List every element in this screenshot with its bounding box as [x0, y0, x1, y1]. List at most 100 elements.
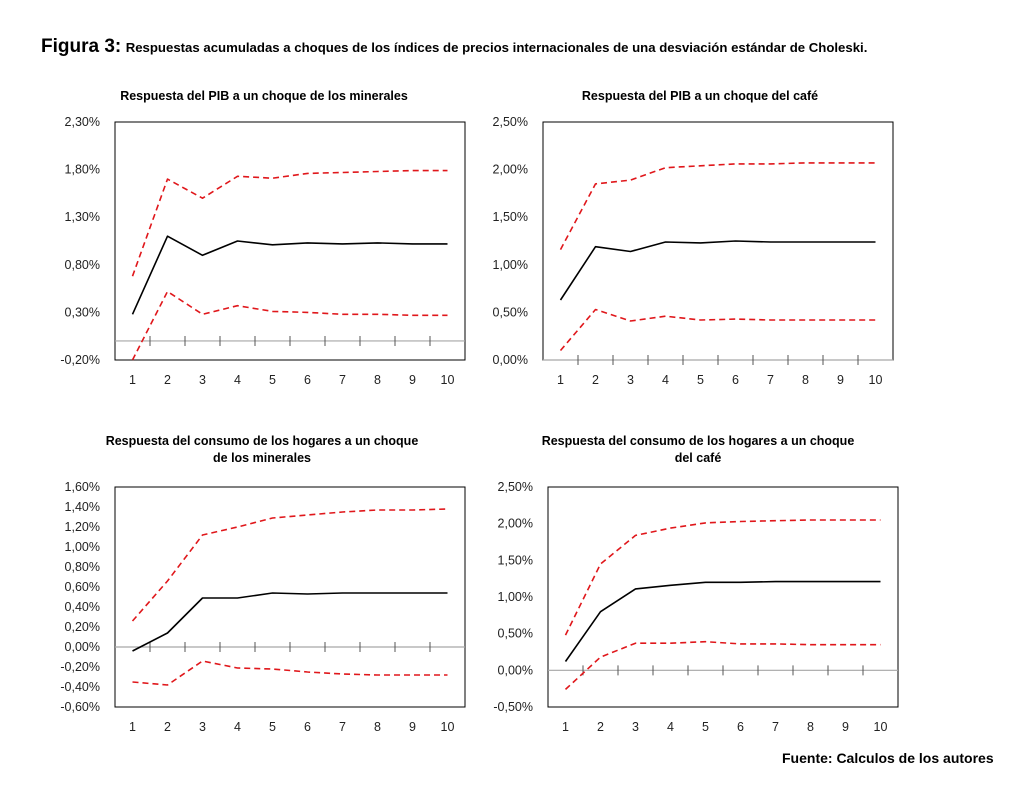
y-tick-label: 2,50%	[498, 480, 533, 494]
y-tick-label: 1,50%	[493, 210, 528, 224]
x-tick-label: 7	[767, 373, 774, 387]
x-tick-label: 10	[869, 373, 883, 387]
x-tick-label: 4	[234, 373, 241, 387]
x-tick-label: 6	[737, 720, 744, 734]
x-tick-label: 7	[772, 720, 779, 734]
series-lower-band	[559, 308, 876, 352]
x-tick-label: 6	[304, 720, 311, 734]
x-tick-label: 10	[441, 720, 455, 734]
series-response	[131, 235, 448, 315]
x-tick-label: 10	[874, 720, 888, 734]
y-tick-label: 0,00%	[493, 353, 528, 367]
x-tick-label: 9	[409, 373, 416, 387]
y-tick-label: -0,20%	[60, 353, 100, 367]
y-tick-label: 0,80%	[65, 560, 100, 574]
figure-source: Fuente: Calculos de los autores	[782, 750, 994, 766]
x-tick-label: 7	[339, 373, 346, 387]
x-tick-label: 1	[129, 720, 136, 734]
x-tick-label: 6	[732, 373, 739, 387]
x-tick-label: 9	[842, 720, 849, 734]
chart-title: de los minerales	[213, 451, 311, 465]
x-tick-label: 5	[702, 720, 709, 734]
x-tick-label: 1	[562, 720, 569, 734]
x-tick-label: 4	[662, 373, 669, 387]
chart-title: Respuesta del PIB a un choque del café	[582, 89, 818, 103]
x-tick-label: 6	[304, 373, 311, 387]
figure-title: Figura 3: Respuestas acumuladas a choque…	[41, 36, 867, 58]
x-tick-label: 5	[697, 373, 704, 387]
figure-caption: Respuestas acumuladas a choques de los í…	[125, 40, 868, 55]
series-lower-band	[132, 660, 448, 686]
y-tick-label: -0,20%	[60, 660, 100, 674]
y-tick-label: 1,00%	[493, 258, 528, 272]
series-lower-band	[131, 290, 448, 361]
plot-frame	[542, 121, 894, 361]
x-tick-label: 8	[374, 373, 381, 387]
series-response	[132, 592, 448, 652]
y-tick-label: 1,50%	[498, 553, 533, 567]
y-tick-label: 1,40%	[65, 500, 100, 514]
x-tick-label: 9	[837, 373, 844, 387]
y-tick-label: 1,30%	[65, 210, 100, 224]
y-tick-label: 0,00%	[65, 640, 100, 654]
x-tick-label: 2	[164, 373, 171, 387]
x-tick-label: 10	[441, 373, 455, 387]
y-tick-label: 1,00%	[498, 590, 533, 604]
chart-title: Respuesta del consumo de los hogares a u…	[106, 434, 419, 448]
y-tick-label: 0,40%	[65, 600, 100, 614]
x-tick-label: 1	[557, 373, 564, 387]
y-tick-label: 2,00%	[493, 163, 528, 177]
chart-4: Respuesta del consumo de los hogares a u…	[493, 434, 899, 734]
x-tick-label: 2	[597, 720, 604, 734]
y-tick-label: 0,60%	[65, 580, 100, 594]
y-tick-label: 2,30%	[65, 115, 100, 129]
chart-title: del café	[675, 451, 722, 465]
chart-1: Respuesta del PIB a un choque de los min…	[60, 89, 466, 387]
y-tick-label: 2,50%	[493, 115, 528, 129]
x-tick-label: 3	[199, 720, 206, 734]
y-tick-label: 0,50%	[493, 305, 528, 319]
y-tick-label: 1,20%	[65, 520, 100, 534]
x-tick-label: 2	[592, 373, 599, 387]
x-tick-label: 5	[269, 373, 276, 387]
y-tick-label: 0,00%	[498, 663, 533, 677]
x-tick-label: 5	[269, 720, 276, 734]
series-upper-band	[559, 162, 876, 250]
y-tick-label: 0,30%	[65, 305, 100, 319]
x-tick-label: 7	[339, 720, 346, 734]
x-tick-label: 9	[409, 720, 416, 734]
series-response	[564, 580, 881, 662]
y-tick-label: 2,00%	[498, 517, 533, 531]
y-tick-label: -0,50%	[493, 700, 533, 714]
series-upper-band	[564, 519, 881, 636]
y-tick-label: 0,20%	[65, 620, 100, 634]
series-upper-band	[131, 508, 448, 622]
plot-frame	[114, 121, 466, 361]
x-tick-label: 8	[374, 720, 381, 734]
y-tick-label: 1,00%	[65, 540, 100, 554]
series-upper-band	[131, 169, 448, 277]
x-tick-label: 2	[164, 720, 171, 734]
y-tick-label: 0,80%	[65, 258, 100, 272]
plot-frame	[114, 486, 466, 708]
x-tick-label: 3	[632, 720, 639, 734]
x-tick-label: 4	[667, 720, 674, 734]
series-lower-band	[564, 640, 881, 690]
figure-label: Figura 3:	[41, 36, 122, 57]
y-tick-label: 1,80%	[65, 163, 100, 177]
chart-3: Respuesta del consumo de los hogares a u…	[60, 434, 466, 734]
y-tick-label: 0,50%	[498, 627, 533, 641]
y-tick-label: 1,60%	[65, 480, 100, 494]
y-tick-label: -0,60%	[60, 700, 100, 714]
x-tick-label: 8	[807, 720, 814, 734]
x-tick-label: 1	[129, 373, 136, 387]
x-tick-label: 3	[627, 373, 634, 387]
x-tick-label: 4	[234, 720, 241, 734]
x-tick-label: 8	[802, 373, 809, 387]
chart-2: Respuesta del PIB a un choque del café 0,…	[493, 89, 894, 387]
series-response	[559, 240, 876, 301]
chart-title: Respuesta del PIB a un choque de los min…	[120, 89, 408, 103]
chart-title: Respuesta del consumo de los hogares a u…	[542, 434, 855, 448]
plot-frame	[547, 486, 899, 708]
